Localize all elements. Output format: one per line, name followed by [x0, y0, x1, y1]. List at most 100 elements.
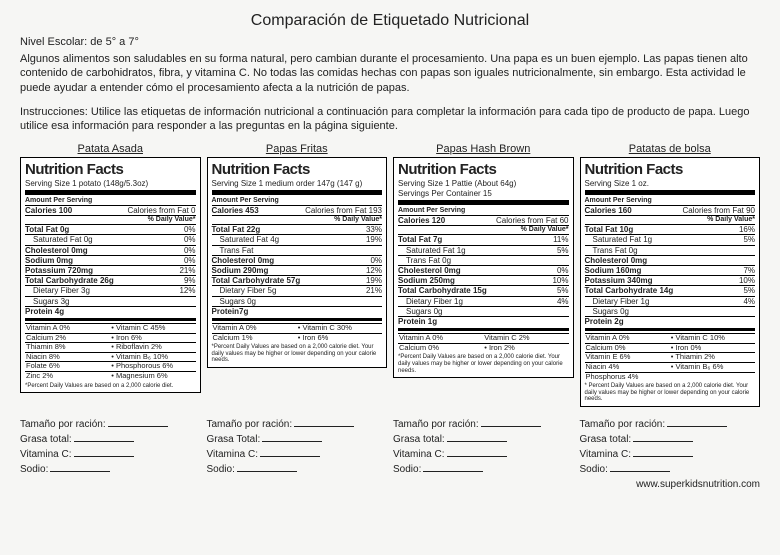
- serving-size: Serving Size 1 potato (148g/5.3oz): [25, 179, 196, 188]
- daily-value-header: % Daily Value*: [585, 215, 756, 224]
- nutrient-row: Protein7g: [212, 306, 383, 316]
- fillin-blank[interactable]: [262, 441, 322, 442]
- nutrient-label: Sodium 250mg: [398, 276, 455, 285]
- amount-per-serving: Amount Per Serving: [25, 197, 196, 205]
- fillin-label: Grasa total:: [393, 434, 445, 445]
- nutrient-value: 0%: [557, 266, 569, 275]
- fillin-blank[interactable]: [447, 441, 507, 442]
- fillin-label: Vitamina C:: [20, 449, 72, 460]
- nutrient-label: Total Fat 7g: [398, 235, 442, 244]
- vitamin-cell: Folate 6%: [25, 361, 110, 371]
- fillin-line: Vitamina C:: [393, 447, 574, 462]
- vitamin-cell: • Iron 6%: [297, 333, 382, 343]
- nutrient-value: 4%: [557, 297, 569, 306]
- fillin-blank[interactable]: [447, 456, 507, 457]
- nutrient-value: 21%: [179, 266, 195, 275]
- nutrient-row: Total Fat 0g 0%: [25, 224, 196, 234]
- nutrient-label: Total Carbohydrate 26g: [25, 276, 114, 285]
- serving-size: Serving Size 1 oz.: [585, 179, 756, 188]
- nutrient-value: 33%: [366, 225, 382, 234]
- calories: Calories 453: [212, 206, 259, 215]
- nutrient-row: Cholesterol 0mg0%: [25, 245, 196, 255]
- nutrient-row: Saturated Fat 1g5%: [398, 245, 569, 255]
- nutrient-label: Dietary Fiber 1g: [398, 297, 463, 306]
- nutrient-label: Sodium 160mg: [585, 266, 642, 275]
- fillin-blank[interactable]: [74, 456, 134, 457]
- fillin-line: Tamaño por ración:: [393, 417, 574, 432]
- nutrient-row: Cholesterol 0mg 0%: [212, 255, 383, 265]
- vitamin-cell: Calcium 1%: [212, 333, 297, 343]
- vitamin-cell: Phosphorus 4%: [585, 372, 670, 382]
- fillin-blank[interactable]: [50, 471, 110, 472]
- nutrient-row: Total Carbohydrate 57g19%: [212, 275, 383, 285]
- nutrient-row: Sugars 0g: [585, 306, 756, 316]
- nutrient-label: Total Fat 0g: [25, 225, 69, 234]
- nutrient-row: Sodium 0mg0%: [25, 255, 196, 265]
- vitamin-cell: • Vitamin C 45%: [110, 323, 195, 333]
- fillin-label: Sodio:: [207, 464, 235, 475]
- nutrition-facts-heading: Nutrition Facts: [25, 161, 196, 178]
- nutrition-labels-row: Patata AsadaNutrition FactsServing Size …: [20, 143, 760, 407]
- fillin-blank[interactable]: [108, 426, 168, 427]
- nutrition-facts-heading: Nutrition Facts: [585, 161, 756, 178]
- fillin-blank[interactable]: [260, 456, 320, 457]
- fillin-label: Tamaño por ración:: [393, 419, 479, 430]
- nutrient-row: Dietary Fiber 1g 4%: [398, 296, 569, 306]
- nutrient-row: Total Carbohydrate 14g 5%: [585, 285, 756, 295]
- fillin-blank[interactable]: [481, 426, 541, 427]
- fillin-blank[interactable]: [633, 456, 693, 457]
- fillin-line: Grasa total:: [580, 432, 761, 447]
- nutrient-label: Total Fat 10g: [585, 225, 634, 234]
- nutrient-row: Dietary Fiber 1g4%: [585, 296, 756, 306]
- fillin-line: Grasa Total:: [207, 432, 388, 447]
- fillin-label: Sodio:: [393, 464, 421, 475]
- nutrient-label: Cholesterol 0mg: [585, 256, 648, 265]
- fillin-blank[interactable]: [610, 471, 670, 472]
- vitamin-cell: Vitamin A 0%: [25, 323, 110, 333]
- nutrient-value: 0%: [370, 256, 382, 265]
- nutrient-row: Saturated Fat 1g5%: [585, 234, 756, 244]
- page-title: Comparación de Etiquetado Nutricional: [20, 12, 760, 30]
- vitamin-cell: • Vitamin B₆ 6%: [670, 362, 755, 372]
- nutrient-label: Total Carbohydrate 14g: [585, 286, 674, 295]
- nutrient-label: Total Fat 22g: [212, 225, 261, 234]
- nutrient-value: 0%: [184, 225, 196, 234]
- nutrient-row: Total Carbohydrate 26g9%: [25, 275, 196, 285]
- calories-from-fat: Calories from Fat 90: [683, 206, 755, 215]
- daily-value-header: % Daily Value*: [398, 225, 569, 234]
- nutrient-value: 0%: [184, 256, 196, 265]
- fillin-blank[interactable]: [423, 471, 483, 472]
- serving-size: Serving Size 1 Pattie (About 64g): [398, 179, 569, 188]
- nutrient-label: Saturated Fat 1g: [398, 246, 466, 255]
- nutrition-facts-panel: Nutrition FactsServing Size 1 medium ord…: [207, 157, 388, 367]
- vitamin-cell: Zinc 2%: [25, 371, 110, 381]
- fillin-blank[interactable]: [633, 441, 693, 442]
- fillin-blank[interactable]: [237, 471, 297, 472]
- fillin-line: Grasa total:: [20, 432, 201, 447]
- fillin-blank[interactable]: [294, 426, 354, 427]
- fillin-blank[interactable]: [667, 426, 727, 427]
- calories-from-fat: Calories from Fat 193: [305, 206, 382, 215]
- grade-level: Nivel Escolar: de 5° a 7°: [20, 36, 760, 48]
- fillin-label: Tamaño por ración:: [580, 419, 666, 430]
- vitamin-cell: Thiamin 8%: [25, 342, 110, 352]
- column-title: Papas Hash Brown: [393, 143, 574, 155]
- nutrient-label: Potassium 720mg: [25, 266, 93, 275]
- daily-value-header: % Daily Value*: [25, 215, 196, 224]
- fillin-blank[interactable]: [74, 441, 134, 442]
- calories-row: Calories 160Calories from Fat 90: [585, 205, 756, 215]
- nutrient-label: Trans Fat: [212, 246, 254, 255]
- nutrient-row: Sodium 250mg10%: [398, 275, 569, 285]
- nutrient-row: Saturated Fat 0g0%: [25, 234, 196, 244]
- amount-per-serving: Amount Per Serving: [585, 197, 756, 205]
- nutrient-label: Potassium 340mg: [585, 276, 653, 285]
- nutrient-row: Trans Fat: [212, 245, 383, 255]
- vitamins-grid: Vitamin A 0%• Vitamin C 10%Calcium 0%• I…: [585, 333, 756, 381]
- nutrient-value: 0%: [184, 235, 196, 244]
- nutrient-label: Cholesterol 0mg: [212, 256, 275, 265]
- vitamin-cell: • Iron 6%: [110, 333, 195, 343]
- vitamin-cell: Vitamin A 0%: [585, 333, 670, 343]
- calories-from-fat: Calories from Fat 0: [127, 206, 195, 215]
- nutrient-value: 5%: [743, 286, 755, 295]
- nutrient-label: Dietary Fiber 5g: [212, 286, 277, 295]
